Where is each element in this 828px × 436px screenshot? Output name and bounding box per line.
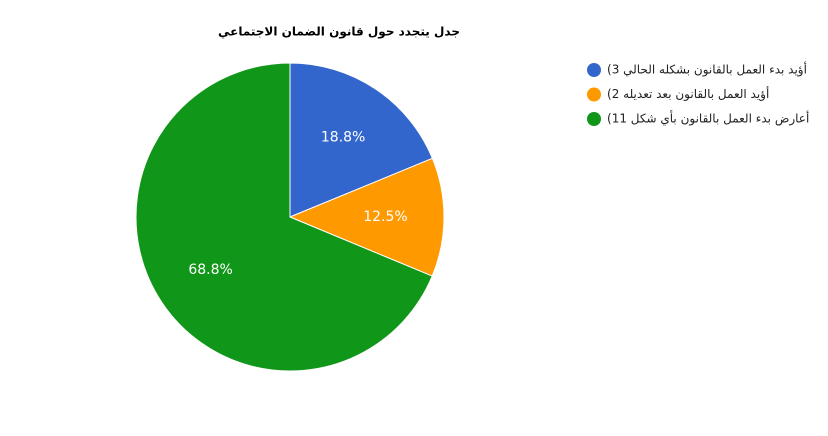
legend-marker bbox=[587, 63, 601, 77]
legend-label: (أؤيد بدء العمل بالقانون بشكله الحالي 3 bbox=[607, 62, 807, 78]
chart-title: جدل يتجدد حول قانون الضمان الاجتماعي bbox=[218, 25, 460, 40]
pie-slice bbox=[288, 157, 445, 277]
slice-label: 68.8% bbox=[188, 262, 232, 278]
legend-marker bbox=[587, 112, 601, 126]
legend-marker bbox=[587, 87, 601, 102]
slice-label: 18.8% bbox=[321, 130, 365, 146]
pie-slice bbox=[289, 62, 434, 218]
legend-label: (أعارض بدء العمل بالقانون بأي شكل 11 bbox=[607, 110, 809, 127]
pie-slice bbox=[135, 62, 433, 372]
slice-label: 12.5% bbox=[363, 209, 407, 225]
legend-label: (أؤيد العمل بالقانون بعد تعديله 2 bbox=[607, 86, 769, 102]
